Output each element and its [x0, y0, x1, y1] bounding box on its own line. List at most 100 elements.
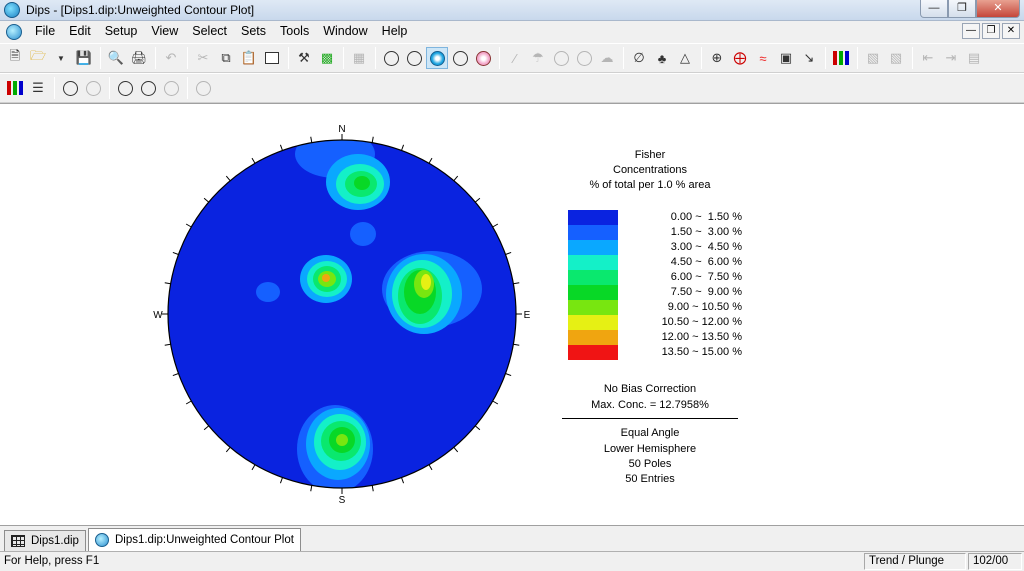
- doc-minimize-icon[interactable]: —: [962, 23, 980, 39]
- tile-vertical-icon[interactable]: ▧: [889, 50, 903, 65]
- add-plane-icon[interactable]: ∕: [513, 50, 517, 66]
- contour-cluster-west-center: [300, 255, 352, 303]
- menu-window[interactable]: Window: [323, 24, 368, 38]
- stereonet-overlay-icon[interactable]: ⊕: [711, 50, 723, 65]
- print-icon[interactable]: 🖨: [130, 50, 148, 65]
- tab-contour-plot[interactable]: Dips1.dip:Unweighted Contour Plot: [87, 528, 301, 551]
- align-grid-icon[interactable]: ▤: [967, 50, 981, 65]
- toolbar-separator: [701, 47, 702, 69]
- compass-tick: [513, 343, 520, 346]
- compass-tick: [251, 157, 256, 164]
- legend-swatch: [568, 330, 618, 345]
- open-folder-icon[interactable]: 🗁: [29, 48, 47, 63]
- mean-vector-icon[interactable]: [192, 77, 214, 99]
- toolbar-separator: [54, 77, 55, 99]
- legend-divider: [562, 418, 738, 419]
- document-icon[interactable]: [6, 23, 22, 40]
- add-text-icon[interactable]: ♣: [657, 50, 667, 66]
- chart-tools-icon[interactable]: ▩: [320, 50, 334, 65]
- major-planes-icon[interactable]: [472, 47, 494, 69]
- crosshair-icon[interactable]: ⨁: [733, 50, 747, 65]
- copy-icon[interactable]: ⧉: [221, 50, 231, 65]
- cut-icon[interactable]: ✂: [197, 50, 209, 65]
- contour-plot-icon[interactable]: [426, 47, 448, 69]
- compass-south-label: S: [339, 495, 346, 506]
- rainbow-contours-icon[interactable]: ≈: [759, 50, 767, 66]
- compass-tick: [505, 373, 512, 377]
- dips-app-icon[interactable]: [4, 2, 20, 18]
- paste-icon[interactable]: 📋: [240, 50, 258, 65]
- columns-icon[interactable]: [261, 47, 283, 69]
- compass-tick: [172, 373, 179, 377]
- toolbar-separator: [375, 47, 376, 69]
- equal-area-icon[interactable]: [137, 77, 159, 99]
- add-set-window-icon[interactable]: [550, 47, 572, 69]
- new-file-icon[interactable]: 🗎: [9, 48, 21, 63]
- equal-angle-icon[interactable]: [114, 77, 136, 99]
- tile-horizontal-icon[interactable]: ▧: [866, 50, 880, 65]
- window-title: Dips - [Dips1.dip:Unweighted Contour Plo…: [26, 3, 255, 17]
- menu-file[interactable]: File: [35, 24, 56, 38]
- tab-data-grid[interactable]: Dips1.dip: [4, 530, 86, 551]
- edit-set-icon[interactable]: [573, 47, 595, 69]
- menu-setup[interactable]: Setup: [104, 24, 138, 38]
- contour-plot-view[interactable]: N S E W Fisher Concentrations % of total…: [0, 103, 1024, 526]
- menu-view[interactable]: View: [151, 24, 179, 38]
- pole-symbol-icon[interactable]: [59, 77, 81, 99]
- calculator-icon[interactable]: ▦: [352, 50, 366, 65]
- scatter-plot-icon[interactable]: [403, 47, 425, 69]
- toolbar-separator: [187, 77, 188, 99]
- legend-range-label: 3.00 ~ 4.50 %: [670, 241, 742, 253]
- add-line-icon[interactable]: ∅: [633, 50, 645, 65]
- compass-tick: [453, 175, 459, 182]
- pole-plot-icon[interactable]: [380, 47, 402, 69]
- align-left-icon[interactable]: ⇤: [922, 50, 934, 65]
- add-arrow-icon[interactable]: △: [680, 50, 690, 65]
- legend-swatch: [568, 210, 618, 225]
- menu-sets[interactable]: Sets: [241, 24, 267, 38]
- color-scheme-icon[interactable]: [830, 47, 852, 69]
- maximize-icon[interactable]: ❐: [948, 0, 976, 18]
- upper-hemisphere-icon[interactable]: [160, 77, 182, 99]
- legend-row: 12.00 ~ 13.50 %: [568, 330, 742, 345]
- print-preview-icon[interactable]: 🔍: [107, 50, 125, 65]
- legend-swatch: [568, 225, 618, 240]
- tools-hammer-icon[interactable]: ⚒: [298, 50, 310, 65]
- doc-close-icon[interactable]: ✕: [1002, 23, 1020, 39]
- legend-row: 13.50 ~ 15.00 %: [568, 345, 742, 360]
- legend-row: 10.50 ~ 12.00 %: [568, 315, 742, 330]
- legend-row: 7.50 ~ 9.00 %: [568, 285, 742, 300]
- delete-set-icon[interactable]: ☁: [600, 50, 614, 65]
- legend-row: 9.00 ~ 10.50 %: [568, 300, 742, 315]
- align-right-icon[interactable]: ⇥: [945, 50, 957, 65]
- list-view-icon[interactable]: ☰: [32, 80, 44, 95]
- stereonet-circle: [168, 140, 516, 488]
- menu-help[interactable]: Help: [381, 24, 408, 38]
- toolbar-separator: [109, 77, 110, 99]
- compass-tick: [225, 446, 231, 453]
- window-controls: — ❐ ✕: [920, 0, 1020, 18]
- compass-tick: [428, 464, 433, 471]
- legend-icon[interactable]: ▣: [779, 50, 793, 65]
- menu-select[interactable]: Select: [192, 24, 227, 38]
- undo-icon[interactable]: ↶: [165, 50, 177, 65]
- doc-restore-icon[interactable]: ❐: [982, 23, 1000, 39]
- rosette-plot-icon[interactable]: [449, 47, 471, 69]
- pointer-icon[interactable]: ↘: [803, 50, 815, 65]
- close-icon[interactable]: ✕: [976, 0, 1020, 18]
- compass-tick: [279, 144, 283, 151]
- save-icon[interactable]: 💾: [75, 50, 93, 65]
- stereonet-contour-plot[interactable]: N S E W: [0, 104, 1024, 525]
- minimize-icon[interactable]: —: [920, 0, 948, 18]
- menu-tools[interactable]: Tools: [280, 24, 310, 38]
- open-dropdown-icon[interactable]: ▼: [57, 53, 65, 63]
- legend-swatch: [568, 345, 618, 360]
- histogram-icon[interactable]: [4, 77, 26, 99]
- weighted-icon[interactable]: [82, 77, 104, 99]
- menu-edit[interactable]: Edit: [69, 24, 91, 38]
- menu-bar: File Edit Setup View Select Sets Tools W…: [0, 21, 1024, 42]
- legend-row: 4.50 ~ 6.00 %: [568, 255, 742, 270]
- stereonet-outline: [167, 139, 517, 489]
- add-cone-icon[interactable]: ☂: [532, 50, 544, 65]
- compass-tick: [474, 197, 481, 203]
